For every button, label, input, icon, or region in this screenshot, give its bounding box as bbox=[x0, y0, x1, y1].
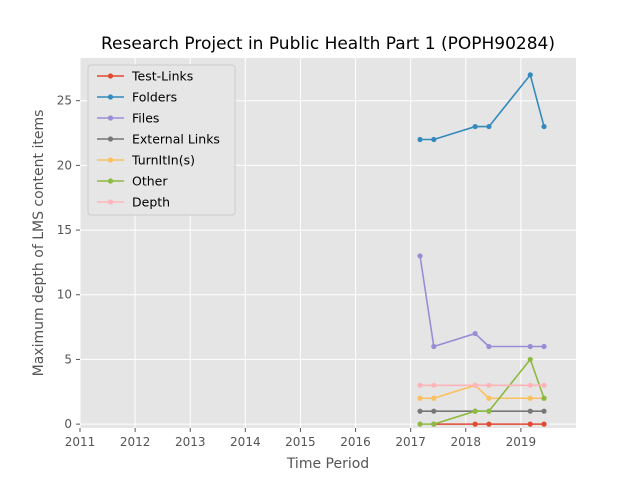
legend-swatch-marker bbox=[107, 136, 114, 142]
data-point-folders bbox=[431, 136, 437, 143]
x-tick-label: 2016 bbox=[340, 435, 371, 449]
data-point-depth bbox=[472, 382, 478, 388]
data-point-files bbox=[472, 330, 478, 337]
data-point-other bbox=[472, 408, 478, 414]
data-point-external-links bbox=[417, 408, 423, 414]
data-point-external-links bbox=[431, 408, 437, 414]
data-point-other bbox=[541, 395, 547, 401]
y-axis-ticks: 0 5 10 15 20 25 bbox=[57, 94, 80, 431]
data-point-files bbox=[417, 253, 423, 259]
data-point-other bbox=[527, 356, 533, 363]
data-point-external-links bbox=[527, 408, 533, 414]
legend-label: External Links bbox=[132, 132, 220, 147]
data-point-files bbox=[527, 343, 533, 350]
legend-label: Folders bbox=[132, 90, 177, 105]
data-point-folders bbox=[486, 123, 492, 130]
legend-box bbox=[87, 64, 236, 216]
x-axis-label: Time Period bbox=[286, 456, 369, 472]
x-tick-label: 2011 bbox=[65, 435, 96, 449]
legend-swatch-marker bbox=[107, 199, 114, 205]
data-point-turnitin-s bbox=[486, 395, 492, 401]
data-point-other bbox=[417, 421, 423, 427]
data-point-test-links bbox=[527, 421, 533, 427]
x-tick-label: 2012 bbox=[120, 435, 151, 449]
data-point-depth bbox=[417, 382, 423, 388]
data-point-test-links bbox=[541, 421, 547, 427]
legend-swatch-marker bbox=[107, 157, 114, 163]
data-point-folders bbox=[417, 136, 423, 143]
y-axis-label: Maximum depth of LMS content items bbox=[31, 110, 47, 377]
x-tick-label: 2019 bbox=[506, 435, 537, 449]
legend-label: Files bbox=[132, 111, 159, 126]
legend-swatch-marker bbox=[107, 94, 114, 100]
legend-label: TurnItIn(s) bbox=[131, 153, 195, 168]
data-point-depth bbox=[486, 382, 492, 388]
legend-swatch-marker bbox=[107, 178, 114, 184]
x-tick-label: 2014 bbox=[230, 435, 261, 449]
legend-label: Test-Links bbox=[131, 69, 193, 84]
legend-label: Depth bbox=[132, 195, 170, 210]
chart-title: Research Project in Public Health Part 1… bbox=[101, 34, 555, 54]
data-point-files bbox=[431, 343, 437, 350]
data-point-turnitin-s bbox=[527, 395, 533, 401]
legend: Test-Links Folders Files External Links Turn… bbox=[87, 64, 236, 216]
y-tick-label: 25 bbox=[57, 94, 72, 108]
data-point-depth bbox=[431, 382, 437, 388]
legend-swatch-marker bbox=[107, 73, 114, 79]
data-point-test-links bbox=[472, 421, 478, 427]
data-point-other bbox=[431, 421, 437, 427]
data-point-depth bbox=[541, 382, 547, 388]
data-point-turnitin-s bbox=[431, 395, 437, 401]
legend-label: Other bbox=[132, 174, 168, 189]
y-tick-label: 5 bbox=[64, 352, 72, 366]
data-point-external-links bbox=[541, 408, 547, 414]
data-point-files bbox=[541, 343, 547, 350]
data-point-files bbox=[486, 343, 492, 350]
y-tick-label: 10 bbox=[57, 288, 72, 302]
x-axis-ticks: 2011 2012 2013 2014 2015 2016 2017 2018 2019 bbox=[65, 428, 536, 449]
data-point-depth bbox=[527, 382, 533, 388]
x-tick-label: 2018 bbox=[451, 435, 482, 449]
data-point-folders bbox=[541, 123, 547, 130]
data-point-folders bbox=[472, 123, 478, 130]
x-tick-label: 2017 bbox=[395, 435, 426, 449]
x-tick-label: 2015 bbox=[285, 435, 316, 449]
y-tick-label: 20 bbox=[57, 158, 72, 172]
y-tick-label: 15 bbox=[57, 223, 72, 237]
data-point-test-links bbox=[486, 421, 492, 427]
series-group bbox=[417, 72, 547, 427]
x-tick-label: 2013 bbox=[175, 435, 206, 449]
data-point-folders bbox=[527, 72, 533, 78]
y-tick-label: 0 bbox=[64, 417, 72, 431]
legend-swatch-marker bbox=[107, 115, 114, 121]
data-point-other bbox=[486, 408, 492, 414]
data-point-turnitin-s bbox=[417, 395, 423, 401]
